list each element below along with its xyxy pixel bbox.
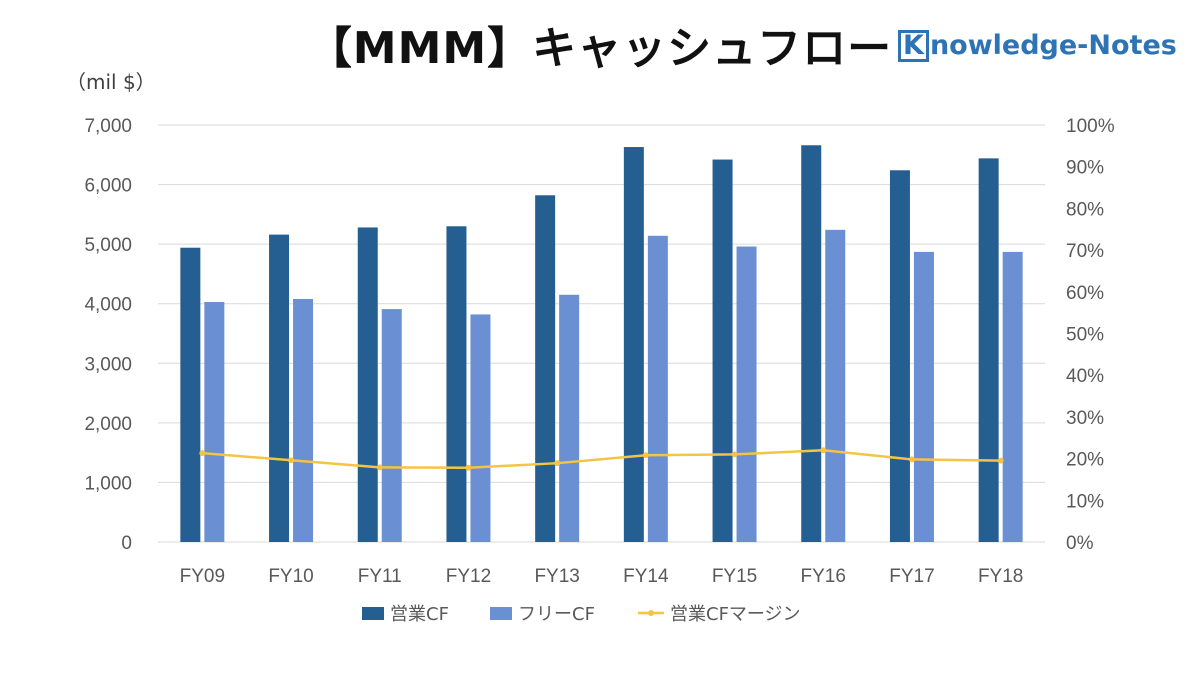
logo-text: nowledge-Notes (929, 30, 1177, 61)
x-tick-label: FY10 (268, 566, 313, 587)
left-axis-ticks: 0 1,000 2,000 3,000 4,000 5,000 6,000 7,000 (84, 116, 132, 554)
y2-tick-label: 70% (1066, 241, 1104, 262)
free-cf-bar (647, 235, 668, 542)
legend-line-marker (648, 610, 654, 616)
operating-cf-bar (357, 227, 378, 542)
x-tick-label: FY17 (889, 566, 934, 587)
y2-tick-label: 0% (1066, 533, 1094, 554)
x-tick-label: FY14 (623, 566, 669, 587)
x-tick-label: FY11 (358, 566, 402, 587)
y-tick-label: 3,000 (84, 354, 132, 375)
legend: 営業CF フリーCF 営業CFマージン (362, 604, 801, 625)
chart-title: 【MMM】キャッシュフロー (307, 23, 893, 74)
category-labels: FY09 FY10 FY11 FY12 FY13 FY14 FY15 FY16 FY17 FY18 (180, 566, 1024, 587)
y2-tick-label: 60% (1066, 283, 1104, 304)
legend-label: 営業CFマージン (670, 604, 801, 625)
legend-label: 営業CF (390, 604, 449, 625)
margin-line-series (199, 447, 1004, 471)
operating-cf-bar (623, 147, 644, 542)
y2-tick-label: 50% (1066, 325, 1104, 346)
legend-swatch (362, 607, 384, 620)
y-tick-label: 7,000 (84, 116, 132, 137)
y-tick-label: 1,000 (84, 473, 132, 494)
operating-cf-bar (269, 234, 290, 542)
y-axis-unit-label: （mil $） (66, 70, 156, 94)
operating-cf-bar (535, 195, 556, 542)
logo-letter: K (898, 30, 929, 62)
margin-line (202, 449, 1001, 470)
gridlines (158, 124, 1045, 543)
free-cf-bar (825, 229, 846, 543)
y2-tick-label: 100% (1066, 116, 1115, 137)
operating-cf-bar (889, 170, 910, 542)
free-cf-bar (1002, 251, 1023, 542)
free-cf-bar (381, 309, 402, 542)
y-tick-label: 0 (121, 533, 132, 554)
margin-point (465, 464, 472, 471)
x-tick-label: FY16 (801, 566, 846, 587)
free-cf-bar (293, 298, 314, 542)
free-cf-bar (559, 294, 580, 542)
y2-tick-label: 20% (1066, 450, 1104, 471)
y2-tick-label: 40% (1066, 366, 1104, 387)
right-axis-ticks: 0% 10% 20% 30% 40% 50% 60% 70% 80% 90% 100% (1066, 116, 1115, 554)
x-tick-label: FY13 (534, 566, 579, 587)
legend-label: フリーCF (518, 604, 595, 625)
margin-point (642, 452, 649, 459)
y2-tick-label: 90% (1066, 158, 1104, 179)
y-tick-label: 4,000 (84, 295, 132, 316)
y-tick-label: 2,000 (84, 414, 132, 435)
y2-tick-label: 80% (1066, 199, 1104, 220)
margin-point (288, 457, 295, 464)
x-tick-label: FY09 (180, 566, 225, 587)
y-tick-label: 6,000 (84, 176, 132, 197)
operating-cf-bar (180, 247, 201, 542)
free-cf-bar (204, 301, 225, 542)
free-cf-bar (470, 314, 491, 542)
operating-cf-bar (978, 158, 999, 543)
y2-tick-label: 10% (1066, 491, 1104, 512)
y-tick-label: 5,000 (84, 235, 132, 256)
margin-point (820, 447, 827, 454)
x-tick-label: FY15 (712, 566, 757, 587)
y2-tick-label: 30% (1066, 408, 1104, 429)
free-cf-bar (736, 246, 757, 543)
operating-cf-bar (801, 145, 822, 543)
margin-point (997, 457, 1004, 464)
margin-point (731, 451, 738, 458)
x-tick-label: FY18 (978, 566, 1023, 587)
margin-point (199, 450, 206, 457)
free-cf-bar (913, 251, 934, 542)
bar-series (180, 145, 1023, 543)
operating-cf-bar (446, 226, 467, 542)
margin-point (554, 460, 561, 467)
operating-cf-bar (712, 159, 733, 542)
margin-point (376, 464, 383, 471)
legend-swatch (490, 607, 512, 620)
margin-point (908, 456, 915, 463)
x-tick-label: FY12 (446, 566, 491, 587)
